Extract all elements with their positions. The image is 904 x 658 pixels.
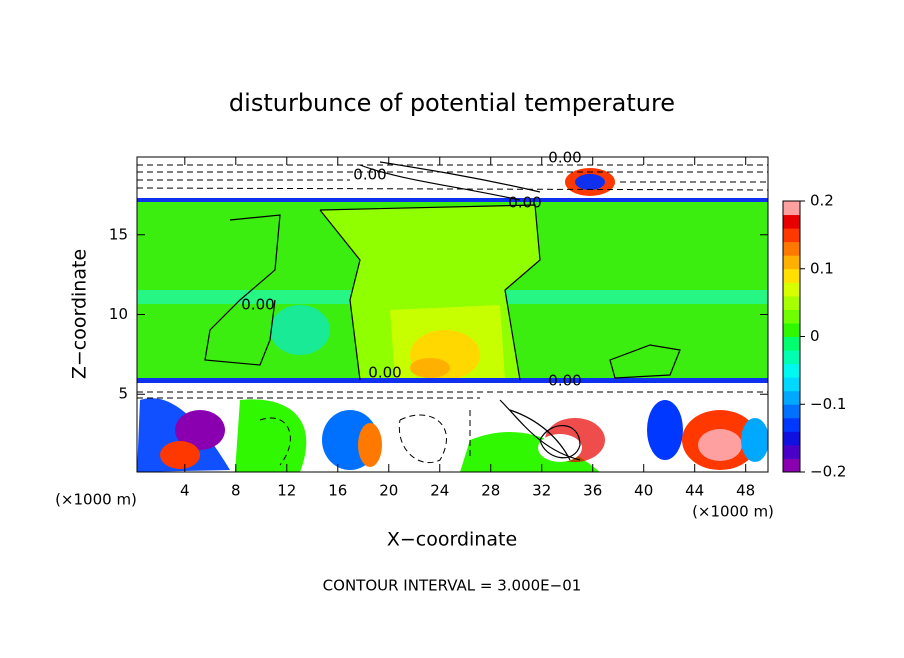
colorbar-band [783, 214, 800, 229]
x-tick-label: 40 [634, 482, 653, 500]
colorbar-tick-label: 0.2 [810, 192, 834, 210]
field-region [270, 305, 330, 355]
colorbar-band [783, 309, 800, 324]
field-region [175, 410, 225, 450]
contour-lines [137, 164, 768, 466]
field-region [137, 198, 768, 202]
contour-label: 0.00 [548, 372, 581, 390]
field-region [460, 431, 600, 472]
x-tick-label: 20 [379, 482, 398, 500]
contour-label: 0.00 [241, 296, 274, 314]
contour-label: 0.00 [548, 149, 581, 167]
colorbar-band [783, 350, 800, 365]
colorbar-band [783, 282, 800, 297]
contour-label: 0.00 [353, 166, 386, 184]
x-tick-label: 8 [231, 482, 241, 500]
field-region [410, 358, 450, 378]
y-tick-label: 5 [118, 385, 128, 403]
colorbar-tick-label: −0.2 [810, 463, 846, 481]
colorbar-band [783, 255, 800, 270]
colorbar-tick-label: −0.1 [810, 395, 846, 413]
field-region [235, 399, 307, 472]
colorbar-band [783, 458, 800, 473]
note: CONTOUR INTERVAL = 3.000E−01 [323, 577, 582, 595]
colorbar-band [783, 201, 800, 216]
colorbar-band [783, 390, 800, 405]
x-tick-label: 4 [180, 482, 190, 500]
colorbar-band [783, 322, 800, 337]
field-region [538, 434, 582, 462]
axis-unit: (×1000 m) [692, 503, 774, 521]
x-tick-label: 44 [685, 482, 704, 500]
field-region [647, 400, 683, 460]
x-axis-label: X−coordinate [387, 529, 517, 551]
x-tick-label: 16 [328, 482, 347, 500]
colorbar-band [783, 377, 800, 392]
y-tick-label: 15 [109, 225, 128, 243]
colorbar-band [783, 431, 800, 446]
field-region [698, 429, 742, 461]
y-tick-label: 10 [109, 305, 128, 323]
field-region [358, 423, 382, 467]
colorbar-band [783, 336, 800, 351]
contour-label: 0.00 [508, 194, 541, 212]
y-axis-label: Z−coordinate [69, 249, 91, 379]
x-tick-label: 32 [532, 482, 551, 500]
field [137, 157, 768, 472]
chart-title: disturbunce of potential temperature [229, 89, 675, 117]
colorbar-band [783, 363, 800, 378]
colorbar-tick-label: 0.1 [810, 259, 834, 277]
axis-unit: (×1000 m) [55, 491, 137, 509]
field-region [137, 378, 768, 383]
field-region [741, 418, 768, 462]
x-tick-label: 12 [277, 482, 296, 500]
colorbar-tick-label: 0 [810, 327, 820, 345]
x-tick-label: 48 [736, 482, 755, 500]
colorbar-band [783, 268, 800, 283]
contour-lines [204, 161, 681, 461]
colorbar-band [783, 241, 800, 256]
contour-label: 0.00 [368, 364, 401, 382]
x-tick-label: 36 [583, 482, 602, 500]
x-tick-label: 24 [430, 482, 449, 500]
colorbar-band [783, 228, 800, 243]
field-region [160, 441, 200, 469]
colorbar-band [783, 404, 800, 419]
colorbar-band [783, 417, 800, 432]
colorbar-band [783, 295, 800, 310]
field-region [575, 174, 605, 190]
colorbar-band [783, 444, 800, 459]
x-tick-label: 28 [481, 482, 500, 500]
